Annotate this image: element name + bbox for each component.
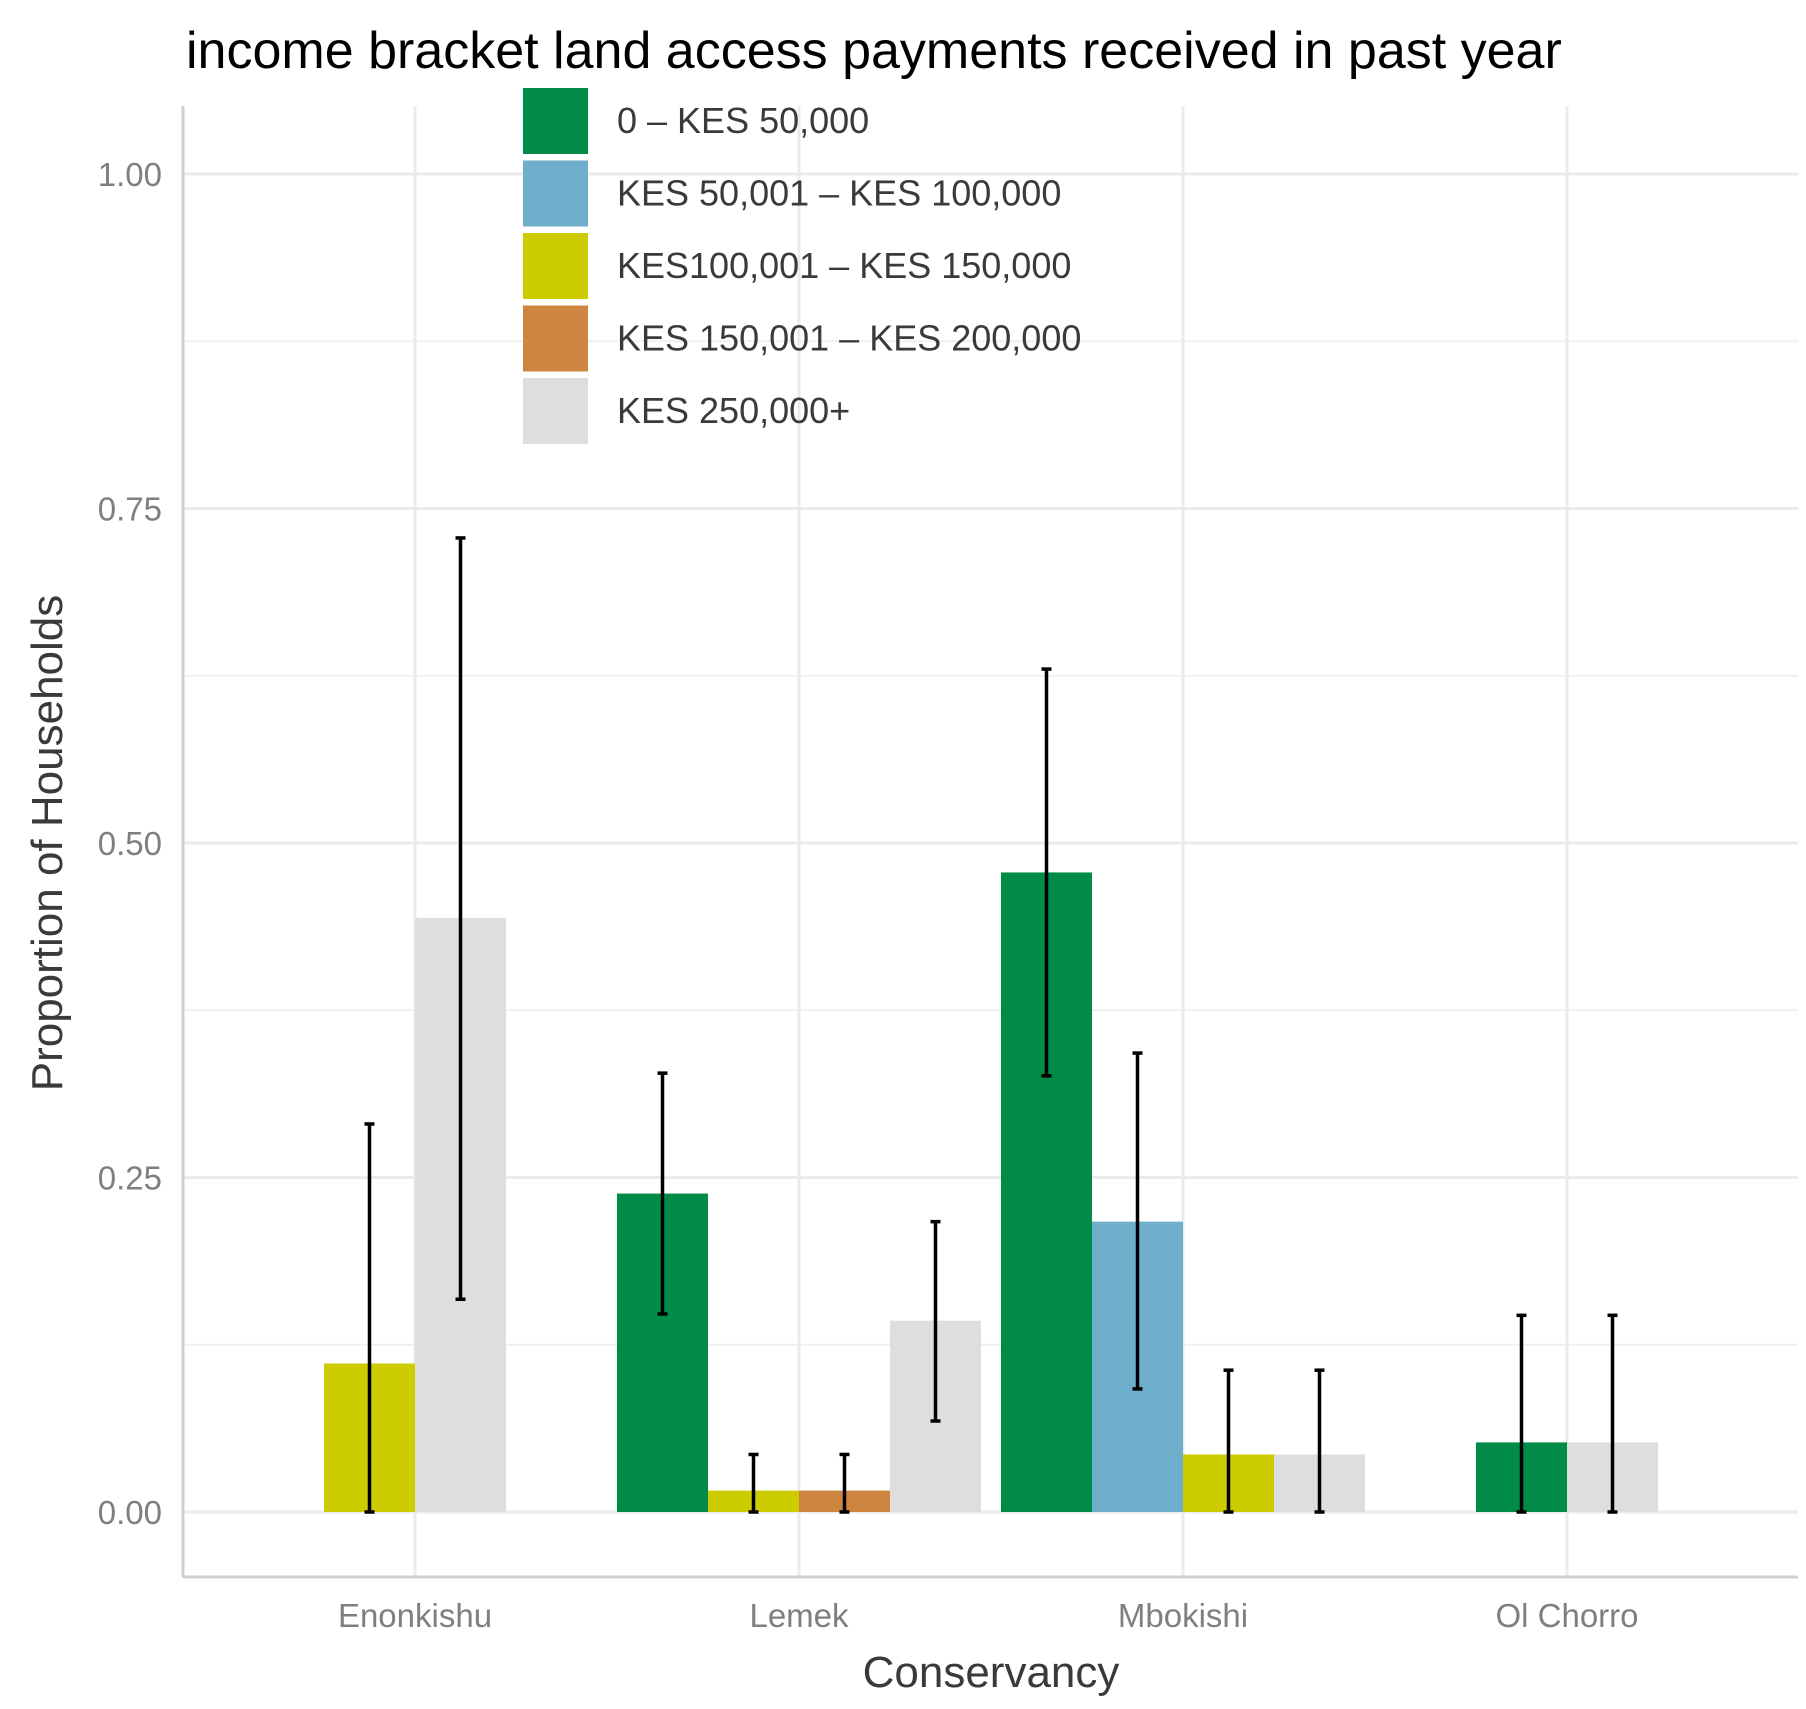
y-tick-label: 1.00 xyxy=(98,156,162,193)
legend-item-2: KES 50,001 – KES 100,000 xyxy=(523,160,1061,227)
legend-key xyxy=(523,233,588,299)
legend-label: KES 250,000+ xyxy=(617,390,850,431)
error-bar-mbokishi-series-1 xyxy=(1041,667,1052,1078)
legend-label: 0 – KES 50,000 xyxy=(617,100,869,141)
error-bar-enonkishu-series-3 xyxy=(364,1122,375,1514)
axes xyxy=(181,106,1798,1579)
legend: 0 – KES 50,000 KES 50,001 – KES 100,000 KE… xyxy=(523,88,1081,444)
legend-label: KES 150,001 – KES 200,000 xyxy=(617,318,1081,359)
error-bar-mbokishi-series-5 xyxy=(1314,1368,1325,1514)
legend-item-5: KES 250,000+ xyxy=(523,378,850,444)
legend-item-1: 0 – KES 50,000 xyxy=(523,88,869,154)
bars xyxy=(324,872,1658,1512)
error-bars xyxy=(364,536,1618,1514)
error-bar-lemek-series-1 xyxy=(657,1071,668,1316)
y-axis-title: Proportion of Households xyxy=(23,595,72,1092)
error-bar-enonkishu-series-5 xyxy=(455,536,466,1302)
legend-key xyxy=(523,378,588,444)
legend-key xyxy=(523,305,588,372)
legend-label: KES100,001 – KES 150,000 xyxy=(617,245,1071,286)
error-bar-lemek-series-4 xyxy=(839,1452,850,1514)
x-axis-title: Conservancy xyxy=(863,1648,1120,1697)
legend-item-3: KES100,001 – KES 150,000 xyxy=(523,233,1071,299)
error-bar-lemek-series-3 xyxy=(748,1452,759,1514)
tick-labels: 0.00 0.25 0.50 0.75 1.00 Enonkishu Lemek Mbokis… xyxy=(98,156,1639,1634)
error-bar-lemek-series-5 xyxy=(930,1219,941,1423)
legend-key xyxy=(523,88,588,154)
error-bar-ol-chorro-series-5 xyxy=(1607,1313,1618,1514)
chart-title: income bracket land access payments rece… xyxy=(186,22,1562,80)
x-tick-label-mbokishi: Mbokishi xyxy=(1118,1597,1248,1634)
legend-key xyxy=(523,160,588,227)
y-tick-label: 0.75 xyxy=(98,491,162,528)
y-tick-label: 0.50 xyxy=(98,825,162,862)
x-tick-label-ol-chorro: Ol Chorro xyxy=(1495,1597,1638,1634)
error-bar-mbokishi-series-3 xyxy=(1223,1368,1234,1514)
legend-item-4: KES 150,001 – KES 200,000 xyxy=(523,305,1081,372)
legend-label: KES 50,001 – KES 100,000 xyxy=(617,173,1061,214)
y-tick-label: 0.00 xyxy=(98,1494,162,1531)
y-tick-label: 0.25 xyxy=(98,1160,162,1197)
x-tick-label-lemek: Lemek xyxy=(749,1597,849,1634)
error-bar-ol-chorro-series-1 xyxy=(1516,1313,1527,1514)
error-bar-mbokishi-series-2 xyxy=(1132,1051,1143,1391)
x-tick-label-enonkishu: Enonkishu xyxy=(338,1597,492,1634)
